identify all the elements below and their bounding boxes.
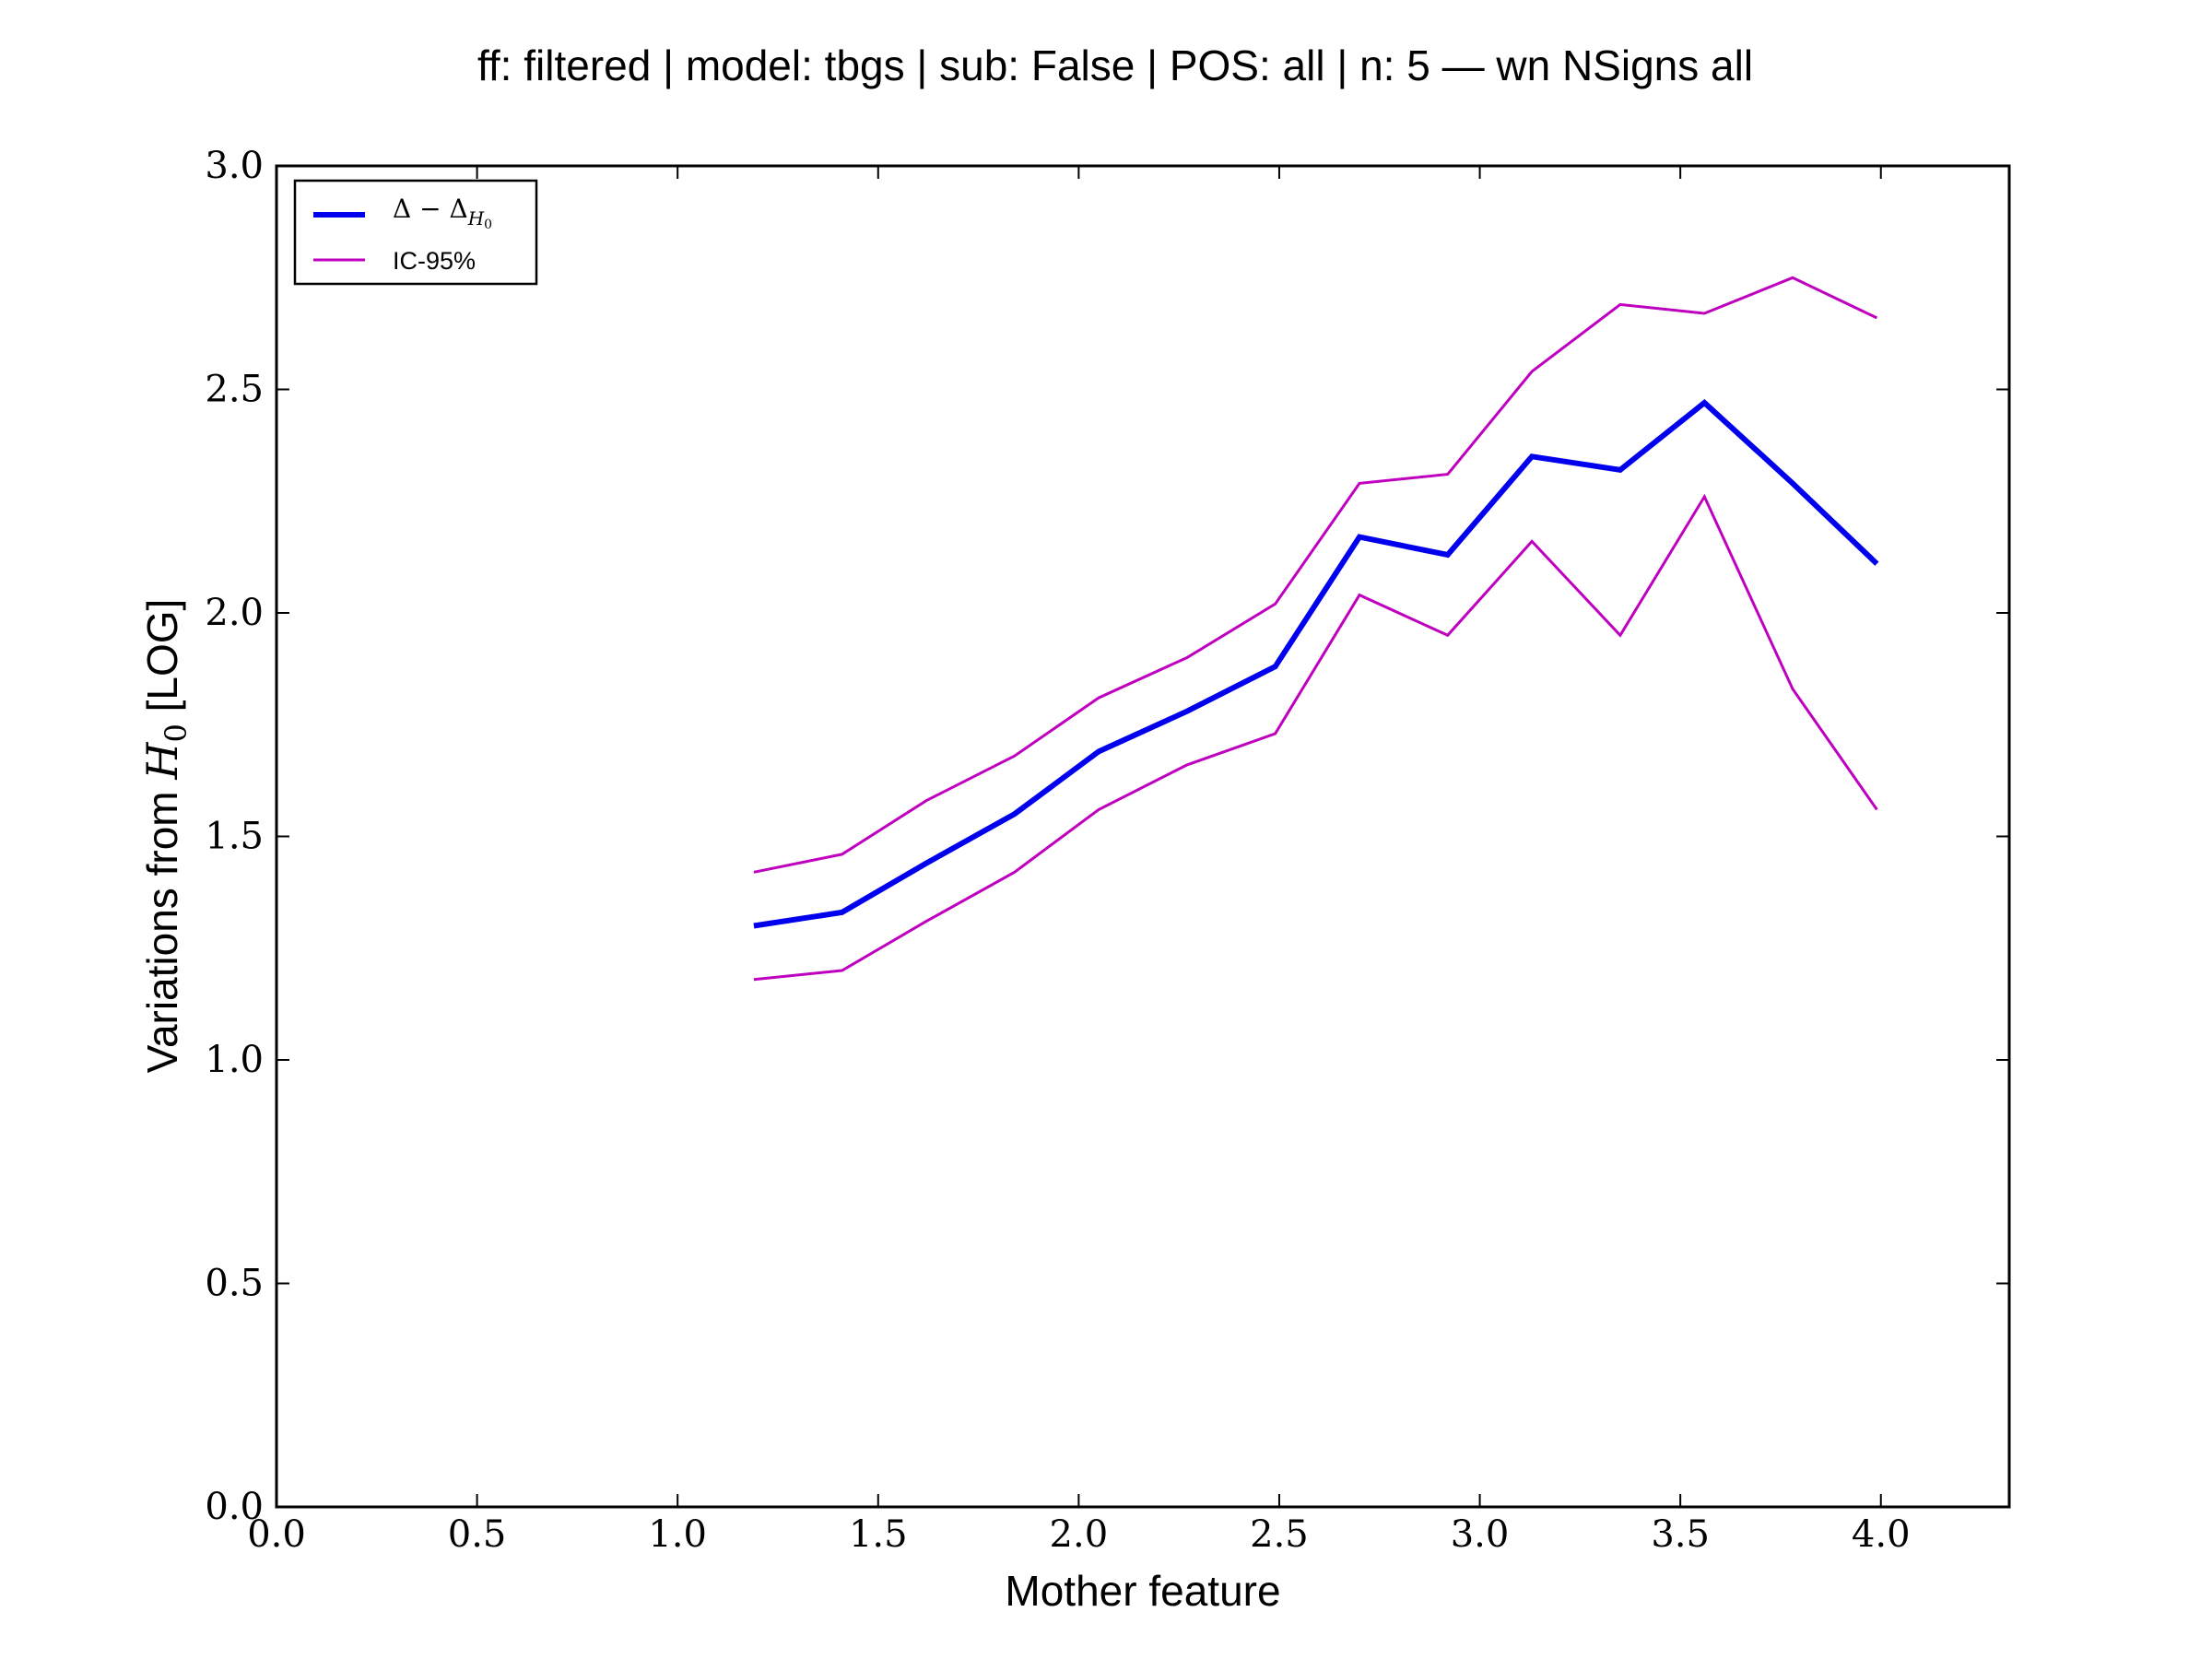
- x-tick-label: 2.0: [1050, 1513, 1109, 1556]
- x-tick-label: 0.5: [448, 1513, 507, 1556]
- y-tick-label: 1.5: [205, 816, 264, 858]
- legend-box: [293, 179, 538, 286]
- y-axis-label-subscript: 0: [159, 724, 194, 742]
- series-line-delta: [753, 399, 1879, 929]
- y-tick-label: 0.0: [205, 1486, 264, 1528]
- y-tick-label: 2.0: [205, 592, 264, 634]
- y-tick-label: 1.0: [205, 1039, 264, 1081]
- x-tick-label: 0.0: [247, 1513, 306, 1556]
- chart-title: ff: filtered | model: tbgs | sub: False …: [477, 41, 1753, 89]
- legend: Δ − ΔH0 IC-95%: [293, 179, 538, 286]
- series-line-ic95-lower: [753, 493, 1878, 982]
- x-tick-label: 1.0: [648, 1513, 707, 1556]
- y-axis-label-prefix: Variations from: [138, 780, 186, 1074]
- x-tick-label: 3.0: [1451, 1513, 1510, 1556]
- x-tick-label: 3.5: [1651, 1513, 1710, 1556]
- ticks-layer: 0.0 0.5 1.0 1.5 2.0 2.5 3.0 3.5 4.0 0.0 0.5 1.0 1.5 2…: [205, 145, 2009, 1556]
- y-tick-label: 0.5: [205, 1263, 264, 1305]
- series-line-ic95-upper: [753, 276, 1878, 874]
- series-layer: [753, 276, 1879, 982]
- legend-label-delta-base: Δ − Δ: [393, 194, 468, 224]
- legend-label-ic95: IC-95%: [393, 247, 476, 275]
- x-tick-label: 1.5: [849, 1513, 908, 1556]
- y-axis-label-symbol: H: [137, 742, 187, 781]
- legend-label-delta-subscript: H: [467, 207, 485, 229]
- y-tick-label: 2.5: [205, 369, 264, 411]
- legend-label-delta-subsubscript: 0: [484, 218, 492, 232]
- y-axis-label: Variations from H0 [LOG]: [137, 599, 194, 1074]
- legend-label-delta: Δ − ΔH0: [393, 194, 492, 232]
- y-tick-label: 3.0: [205, 145, 264, 187]
- x-axis-label: Mother feature: [1005, 1567, 1280, 1615]
- x-tick-label: 2.5: [1250, 1513, 1309, 1556]
- y-axis-label-suffix: [LOG]: [138, 599, 186, 724]
- x-tick-label: 4.0: [1852, 1513, 1911, 1556]
